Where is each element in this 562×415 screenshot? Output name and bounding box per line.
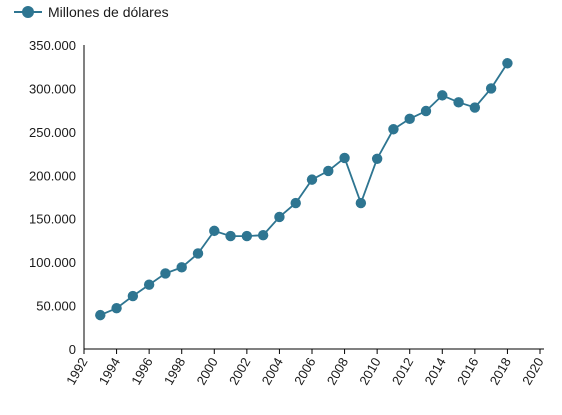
x-tick-label: 2020 <box>519 355 546 388</box>
x-tick-label: 2012 <box>389 355 416 388</box>
data-point <box>469 102 481 113</box>
data-point <box>420 105 432 117</box>
x-tick-label: 2008 <box>324 355 351 388</box>
y-tick-label: 100.000 <box>29 255 76 270</box>
x-tick-label: 2018 <box>487 355 514 388</box>
data-point <box>388 124 399 135</box>
data-point <box>485 83 497 94</box>
x-tick-label: 1994 <box>96 355 123 388</box>
data-point <box>404 113 415 125</box>
x-tick-label: 2016 <box>454 355 481 388</box>
data-point <box>323 165 334 177</box>
data-point <box>241 230 253 242</box>
data-point <box>127 290 139 302</box>
data-point <box>143 279 155 290</box>
legend: Millones de dólares <box>14 2 169 22</box>
data-point <box>160 268 171 279</box>
data-point <box>192 248 204 259</box>
legend-line-marker-icon <box>14 6 42 18</box>
data-point <box>339 152 350 164</box>
x-tick-label: 2010 <box>356 355 383 388</box>
legend-label: Millones de dólares <box>48 4 169 20</box>
x-tick-label: 2002 <box>226 355 253 388</box>
y-tick-label: 350.000 <box>29 38 76 53</box>
data-point <box>355 197 367 209</box>
y-tick-label: 0 <box>69 342 76 357</box>
x-tick-label: 1996 <box>128 355 155 388</box>
data-point <box>453 97 464 108</box>
x-tick-label: 2004 <box>259 355 286 388</box>
y-tick-label: 250.000 <box>29 125 76 140</box>
axes <box>83 45 544 350</box>
data-point <box>371 153 383 164</box>
x-tick-label: 2000 <box>193 355 220 388</box>
x-tick-label: 2006 <box>291 355 318 388</box>
x-tick-label: 1992 <box>63 355 90 388</box>
data-point <box>176 262 187 273</box>
x-tick-label: 1998 <box>161 355 188 388</box>
x-tick-label: 2014 <box>421 355 448 388</box>
x-axis-ticks: 1992 1994 1996 1998 2000 2002 2004 2006 2008 2010… <box>63 349 547 388</box>
data-point <box>306 174 318 185</box>
data-point <box>437 90 448 101</box>
data-point <box>502 58 513 69</box>
series-line <box>99 62 509 316</box>
y-tick-label: 150.000 <box>29 212 76 227</box>
data-point <box>274 211 285 223</box>
data-point <box>95 309 106 321</box>
y-tick-label: 200.000 <box>29 168 76 183</box>
data-point <box>209 225 220 237</box>
data-point <box>111 302 122 314</box>
data-point <box>225 230 236 242</box>
series-group <box>95 58 513 321</box>
y-axis-ticks: 0 50.000 100.000 150.000 200.000 250.000 300.0… <box>29 38 76 357</box>
data-point <box>257 230 269 241</box>
y-tick-label: 50.000 <box>36 299 76 314</box>
data-point <box>290 197 301 209</box>
y-tick-label: 300.000 <box>29 81 76 96</box>
